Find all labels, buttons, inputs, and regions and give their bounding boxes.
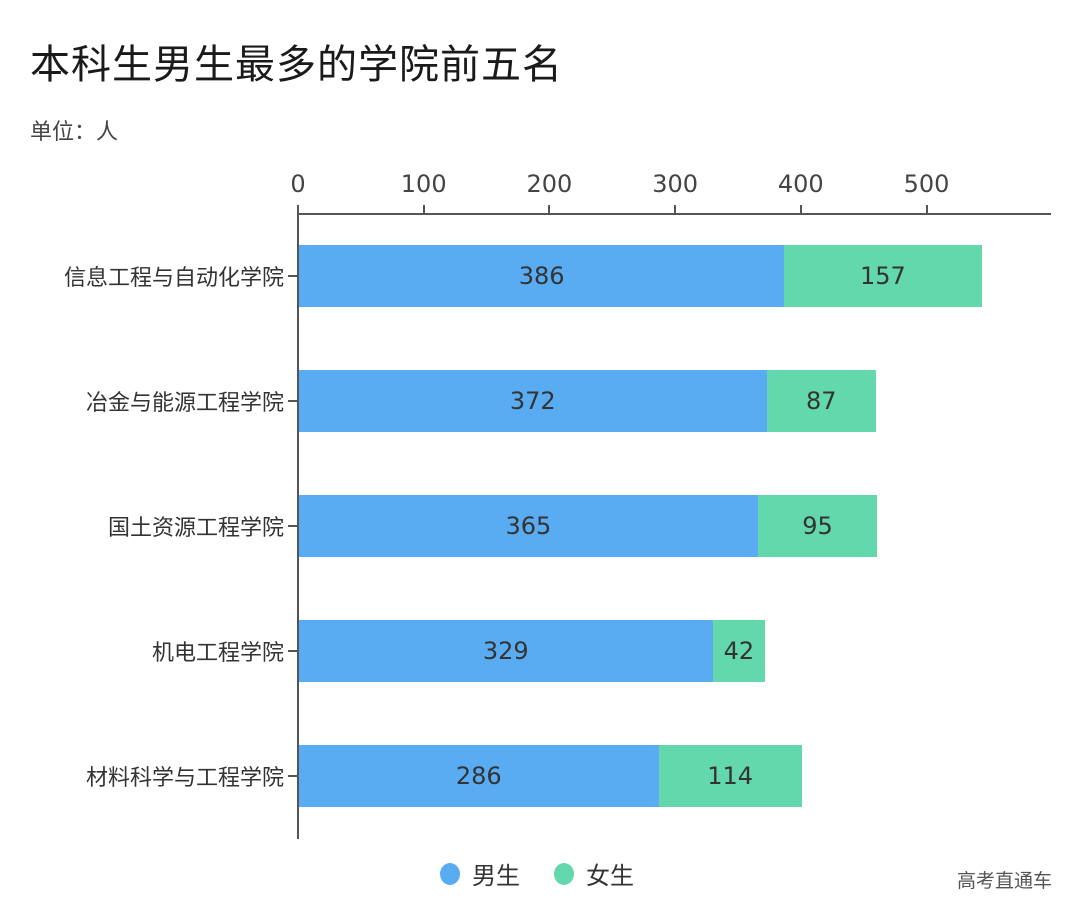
x-tick-label: 300 <box>652 170 698 198</box>
legend-dot-icon <box>440 862 460 885</box>
chart-title: 本科生男生最多的学院前五名 <box>30 42 563 88</box>
x-tick <box>925 205 928 214</box>
y-axis-line <box>297 205 299 839</box>
legend-label: 女生 <box>586 862 634 890</box>
y-tick <box>288 775 297 777</box>
bar-segment-female: 87 <box>766 370 876 432</box>
x-axis-line <box>297 213 1051 215</box>
unit-label: 单位：人 <box>30 120 119 145</box>
x-tick <box>799 205 802 214</box>
y-tick <box>288 525 297 527</box>
x-tick <box>674 205 677 214</box>
x-tick-label: 500 <box>903 170 950 198</box>
category-label: 材料科学与工程学院 <box>85 766 284 791</box>
x-tick-label: 0 <box>290 170 306 198</box>
bar-segment-male: 372 <box>299 370 767 432</box>
category-label: 国土资源工程学院 <box>107 516 284 541</box>
y-tick <box>288 400 297 402</box>
x-tick-label: 400 <box>777 170 824 198</box>
bar-row: 286 114 <box>299 745 802 807</box>
legend-item: 男生 <box>440 856 520 891</box>
bar-segment-female: 95 <box>757 495 878 557</box>
bar-row: 329 42 <box>299 620 766 682</box>
y-tick <box>288 650 297 652</box>
bar-segment-male: 329 <box>299 620 713 682</box>
legend-label: 男生 <box>472 862 520 890</box>
x-tick-label: 100 <box>400 170 447 198</box>
bar-segment-male: 365 <box>299 495 758 557</box>
x-tick <box>548 205 551 214</box>
bar-segment-female: 42 <box>712 620 766 682</box>
category-label: 机电工程学院 <box>151 641 284 666</box>
bar-segment-female: 114 <box>658 745 802 807</box>
bar-row: 386 157 <box>299 245 982 307</box>
bar-segment-male: 386 <box>299 245 785 307</box>
category-label: 信息工程与自动化学院 <box>63 266 284 291</box>
category-label: 冶金与能源工程学院 <box>85 391 284 416</box>
x-tick <box>422 205 425 214</box>
watermark: 高考直通车 <box>956 870 1052 892</box>
legend: 男生 女生 <box>440 856 668 891</box>
legend-item: 女生 <box>554 856 634 891</box>
legend-dot-icon <box>554 862 574 885</box>
y-tick <box>288 275 297 277</box>
bar-row: 365 95 <box>299 495 878 557</box>
x-tick-label: 200 <box>526 170 573 198</box>
bar-segment-male: 286 <box>299 745 659 807</box>
bar-segment-female: 157 <box>784 245 982 307</box>
bar-row: 372 87 <box>299 370 876 432</box>
